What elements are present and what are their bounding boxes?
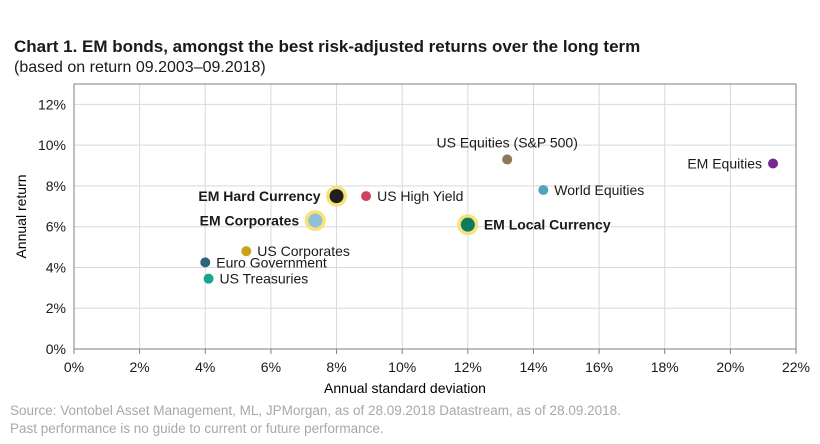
x-tick-label: 0% [64,359,84,375]
y-tick-label: 12% [38,96,66,112]
x-tick-label: 20% [716,359,744,375]
chart-title: Chart 1. EM bonds, amongst the best risk… [14,37,641,56]
point-us-corporates: US Corporates [241,243,350,259]
point-euro-government: Euro Government [200,254,327,270]
point-em-equities: EM Equities [687,156,779,172]
point-marker [329,189,344,204]
point-marker [361,191,372,202]
y-tick-label: 4% [46,259,66,275]
point-label: EM Hard Currency [198,188,320,204]
axes: 0% 2% 4% 6% 8% 10% 12% 0% 2% 4% 6% 8% 10% 12% 14% 16% 18… [38,96,810,375]
x-tick-label: 4% [195,359,215,375]
x-tick-label: 16% [585,359,613,375]
point-marker [200,257,211,268]
point-em-hard-currency: EM Hard Currency [198,185,348,207]
x-axis-label: Annual standard deviation [324,380,486,396]
x-tick-label: 18% [651,359,679,375]
point-marker [538,185,549,195]
x-tick-label: 12% [454,359,482,375]
point-marker [241,246,252,257]
x-tick-label: 10% [388,359,416,375]
point-world-equities: World Equities [538,182,644,198]
disclaimer-line: Past performance is no guide to current … [10,421,384,436]
y-tick-label: 10% [38,137,66,153]
point-label: EM Local Currency [484,217,611,233]
x-tick-label: 6% [261,359,281,375]
point-marker [768,158,779,169]
point-us-high-yield: US High Yield [361,188,463,204]
y-tick-label: 8% [46,178,66,194]
point-em-corporates: EM Corporates [200,210,326,232]
grid [73,84,797,350]
point-marker [460,217,475,232]
source-note: Source: Vontobel Asset Management, ML, J… [10,402,621,438]
x-tick-label: 22% [782,359,810,375]
point-em-local-currency: EM Local Currency [457,214,611,236]
point-label: US Treasuries [220,271,309,287]
plot-area-frame [73,83,797,350]
point-marker [502,154,513,165]
point-label: Euro Government [216,254,327,270]
chart-subtitle: (based on return 09.2003–09.2018) [14,59,266,76]
x-tick-label: 14% [519,359,547,375]
x-tick-label: 2% [130,359,150,375]
point-label: World Equities [554,182,644,198]
point-label: EM Equities [687,156,762,172]
point-us-equities-s-p-500: US Equities (S&P 500) [437,134,578,165]
point-marker [203,273,214,284]
point-marker [308,213,323,228]
point-label: US Equities (S&P 500) [437,134,578,150]
y-tick-label: 2% [46,300,66,316]
point-label: US High Yield [377,188,463,204]
x-tick-label: 8% [326,359,346,375]
point-label: EM Corporates [200,213,300,229]
point-label: US Corporates [257,243,350,259]
y-tick-label: 6% [46,219,66,235]
y-axis-label: Annual return [13,174,29,258]
data-points: EM Hard Currency US High Yield EM Corporat… [198,134,779,287]
point-us-treasuries: US Treasuries [203,271,309,287]
source-line: Source: Vontobel Asset Management, ML, J… [10,403,621,418]
y-tick-label: 0% [46,341,66,357]
